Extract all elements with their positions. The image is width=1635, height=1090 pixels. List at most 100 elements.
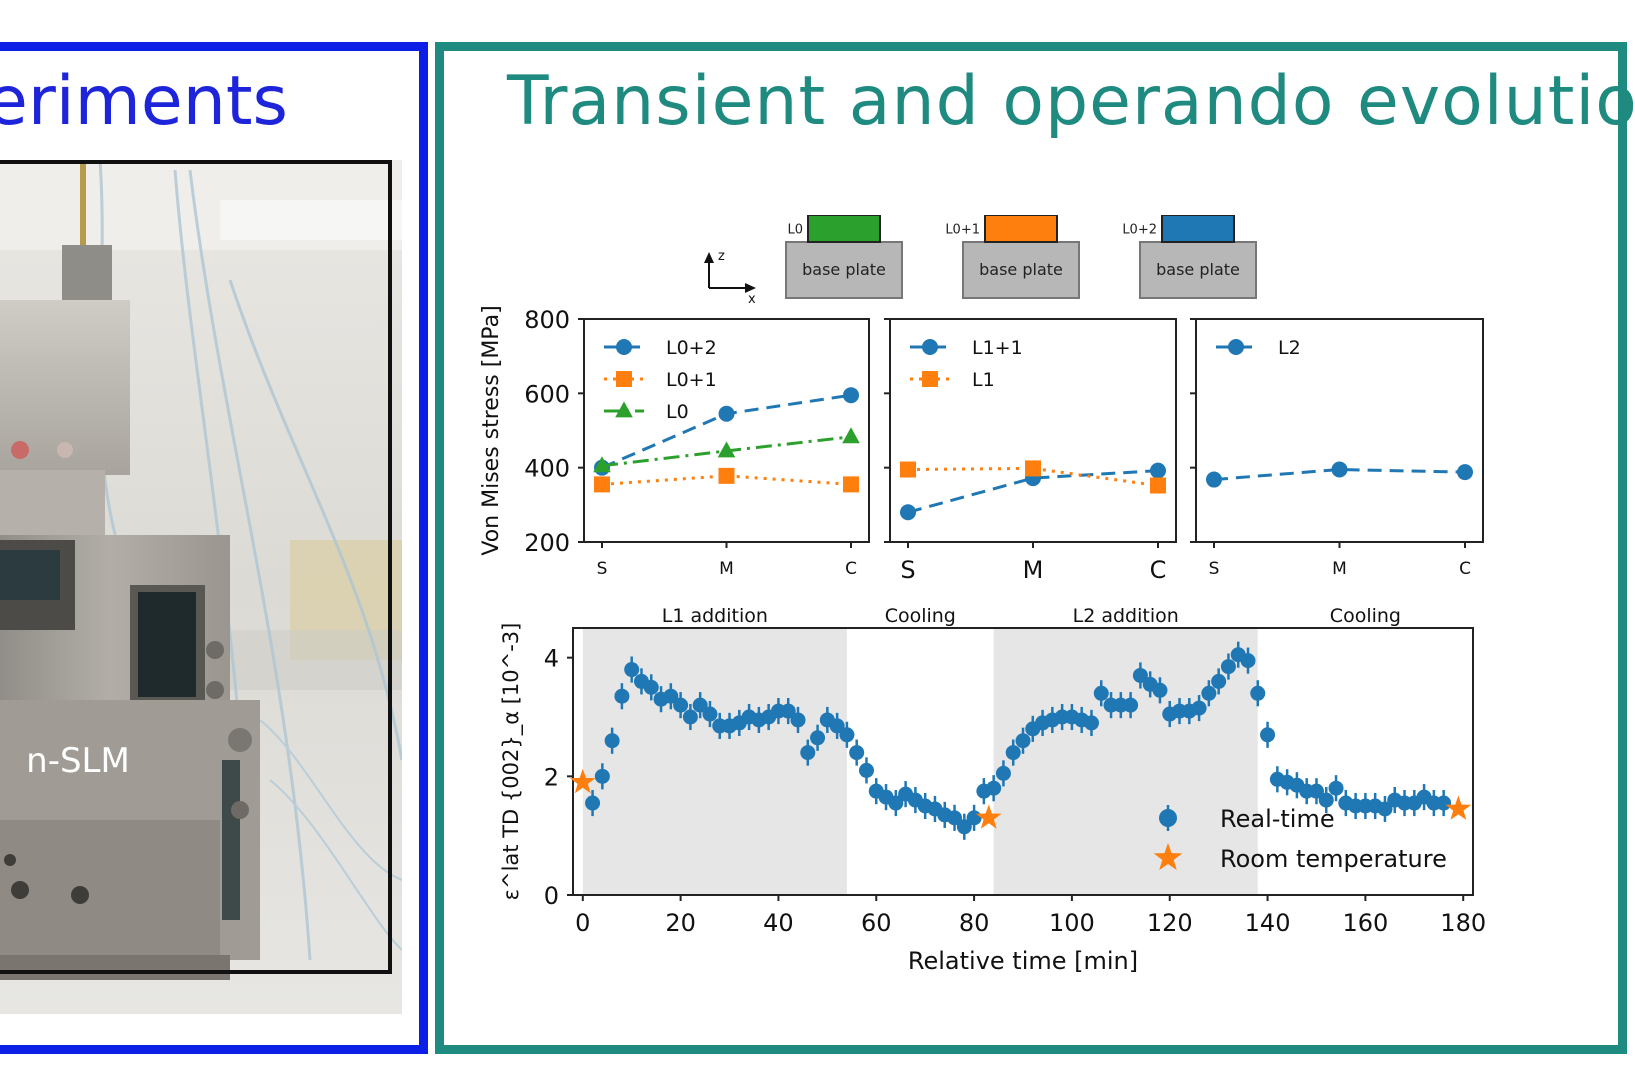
legend-marker bbox=[616, 371, 632, 387]
base-plate-label: base plate bbox=[802, 260, 886, 279]
data-point bbox=[1201, 685, 1217, 701]
stress-panel-3: S M C L2 bbox=[1190, 318, 1484, 579]
x-tick-label: M bbox=[1332, 559, 1347, 579]
phase-label: L2 addition bbox=[1073, 605, 1179, 627]
x-tick-label: 100 bbox=[1049, 909, 1095, 937]
series-line bbox=[1213, 468, 1466, 482]
z-axis-label: z bbox=[718, 249, 725, 264]
data-point bbox=[585, 795, 601, 811]
data-point bbox=[900, 504, 916, 521]
data-point-star bbox=[975, 804, 1002, 829]
data-point bbox=[947, 810, 963, 826]
strain-plot-frame bbox=[572, 627, 1474, 896]
right-slide-title: Transient and operando evolution bbox=[507, 62, 1635, 141]
phase-shading bbox=[993, 628, 1258, 895]
y-tick-label: 2 bbox=[544, 763, 559, 791]
legend-label: L1 bbox=[972, 369, 995, 391]
layer-block bbox=[984, 215, 1058, 243]
y-tick-label: 4 bbox=[544, 645, 559, 673]
data-point bbox=[956, 819, 972, 835]
data-point bbox=[1260, 727, 1276, 743]
data-point bbox=[810, 730, 826, 746]
data-point bbox=[717, 441, 736, 458]
figure: z x base plate L0 base plate L0+1 L1 base plate… bbox=[479, 215, 1486, 975]
data-point bbox=[1150, 462, 1166, 479]
x-axis-label: x bbox=[748, 292, 756, 307]
x-arrowhead-icon bbox=[745, 283, 756, 293]
phase-label: Cooling bbox=[1330, 605, 1401, 627]
data-point bbox=[800, 745, 816, 761]
data-point bbox=[1211, 673, 1227, 689]
data-point bbox=[593, 456, 611, 473]
y-tick-label: 600 bbox=[524, 380, 570, 408]
legend-label: Room temperature bbox=[1220, 845, 1447, 873]
x-tick-label: 40 bbox=[763, 909, 794, 937]
axis-arrows-icon bbox=[708, 260, 748, 289]
data-point bbox=[790, 712, 806, 728]
data-point bbox=[1250, 685, 1266, 701]
legend-marker bbox=[922, 339, 938, 355]
data-point bbox=[1005, 745, 1021, 761]
data-point bbox=[594, 476, 610, 493]
layer-label: L0+2 bbox=[1122, 223, 1157, 238]
layer-block bbox=[1161, 215, 1235, 243]
legend-marker bbox=[922, 371, 938, 387]
layer-block bbox=[807, 215, 881, 243]
data-point bbox=[1015, 733, 1031, 749]
data-point bbox=[1318, 792, 1334, 808]
stress-y-axis-label: Von Mises stress [MPa] bbox=[479, 305, 504, 555]
layer-label: L0+1 bbox=[945, 223, 980, 238]
data-point bbox=[682, 709, 698, 725]
x-tick-label: 140 bbox=[1245, 909, 1291, 937]
data-point bbox=[1206, 471, 1222, 488]
y-tick-label: 0 bbox=[544, 882, 559, 910]
legend-label: L2 bbox=[1278, 337, 1301, 359]
y-tick-label: 800 bbox=[524, 306, 570, 334]
data-point bbox=[1377, 801, 1393, 817]
x-tick-label: 0 bbox=[575, 909, 590, 937]
x-tick-label: S bbox=[900, 556, 915, 584]
data-point bbox=[604, 733, 620, 749]
data-point bbox=[718, 405, 735, 422]
series-line bbox=[907, 466, 1159, 487]
legend-label: L0+1 bbox=[666, 369, 717, 391]
data-point bbox=[692, 697, 708, 713]
y-tick-label: 200 bbox=[524, 529, 570, 557]
left-slide-title: eriments bbox=[0, 62, 288, 141]
base-plate-label: base plate bbox=[1156, 260, 1240, 279]
phase-label: L1 addition bbox=[662, 605, 768, 627]
phase-label: Cooling bbox=[885, 605, 956, 627]
data-point bbox=[849, 745, 865, 761]
stress-panel-1: S M C 200 400 600 800 L0+2 L0+1 L0 bbox=[524, 306, 870, 579]
base-plate-block bbox=[1139, 241, 1257, 299]
data-point bbox=[1328, 780, 1344, 796]
n-slm-photo: n-SLM bbox=[0, 160, 402, 1014]
data-point bbox=[1132, 667, 1148, 683]
legend-marker bbox=[616, 339, 632, 355]
strain-x-axis-label: Relative time [min] bbox=[908, 947, 1138, 975]
data-point bbox=[673, 697, 689, 713]
x-tick-label: C bbox=[1459, 559, 1471, 579]
x-tick-label: 160 bbox=[1342, 909, 1388, 937]
legend-marker bbox=[1153, 843, 1183, 871]
data-point bbox=[842, 427, 860, 444]
x-tick-label: C bbox=[845, 559, 857, 579]
data-point bbox=[1093, 685, 1109, 701]
z-arrowhead-icon bbox=[704, 252, 714, 263]
data-point bbox=[900, 461, 916, 478]
data-point bbox=[1220, 659, 1236, 675]
data-point bbox=[594, 768, 610, 784]
x-tick-label: S bbox=[597, 559, 608, 579]
data-point bbox=[1331, 461, 1348, 478]
data-point bbox=[888, 795, 904, 811]
data-point bbox=[843, 387, 859, 404]
legend-label: L0+2 bbox=[666, 337, 717, 359]
legend-label: L1+1 bbox=[972, 337, 1023, 359]
charts: Von Mises stress [MPa]S M C200400600800L0+… bbox=[479, 305, 1486, 975]
data-point bbox=[780, 703, 796, 719]
stress-panel-2: S M C L1+1 L1 bbox=[884, 318, 1177, 584]
x-tick-label: 180 bbox=[1440, 909, 1486, 937]
data-point-star bbox=[1445, 795, 1472, 820]
legend-label: Real-time bbox=[1220, 805, 1335, 833]
